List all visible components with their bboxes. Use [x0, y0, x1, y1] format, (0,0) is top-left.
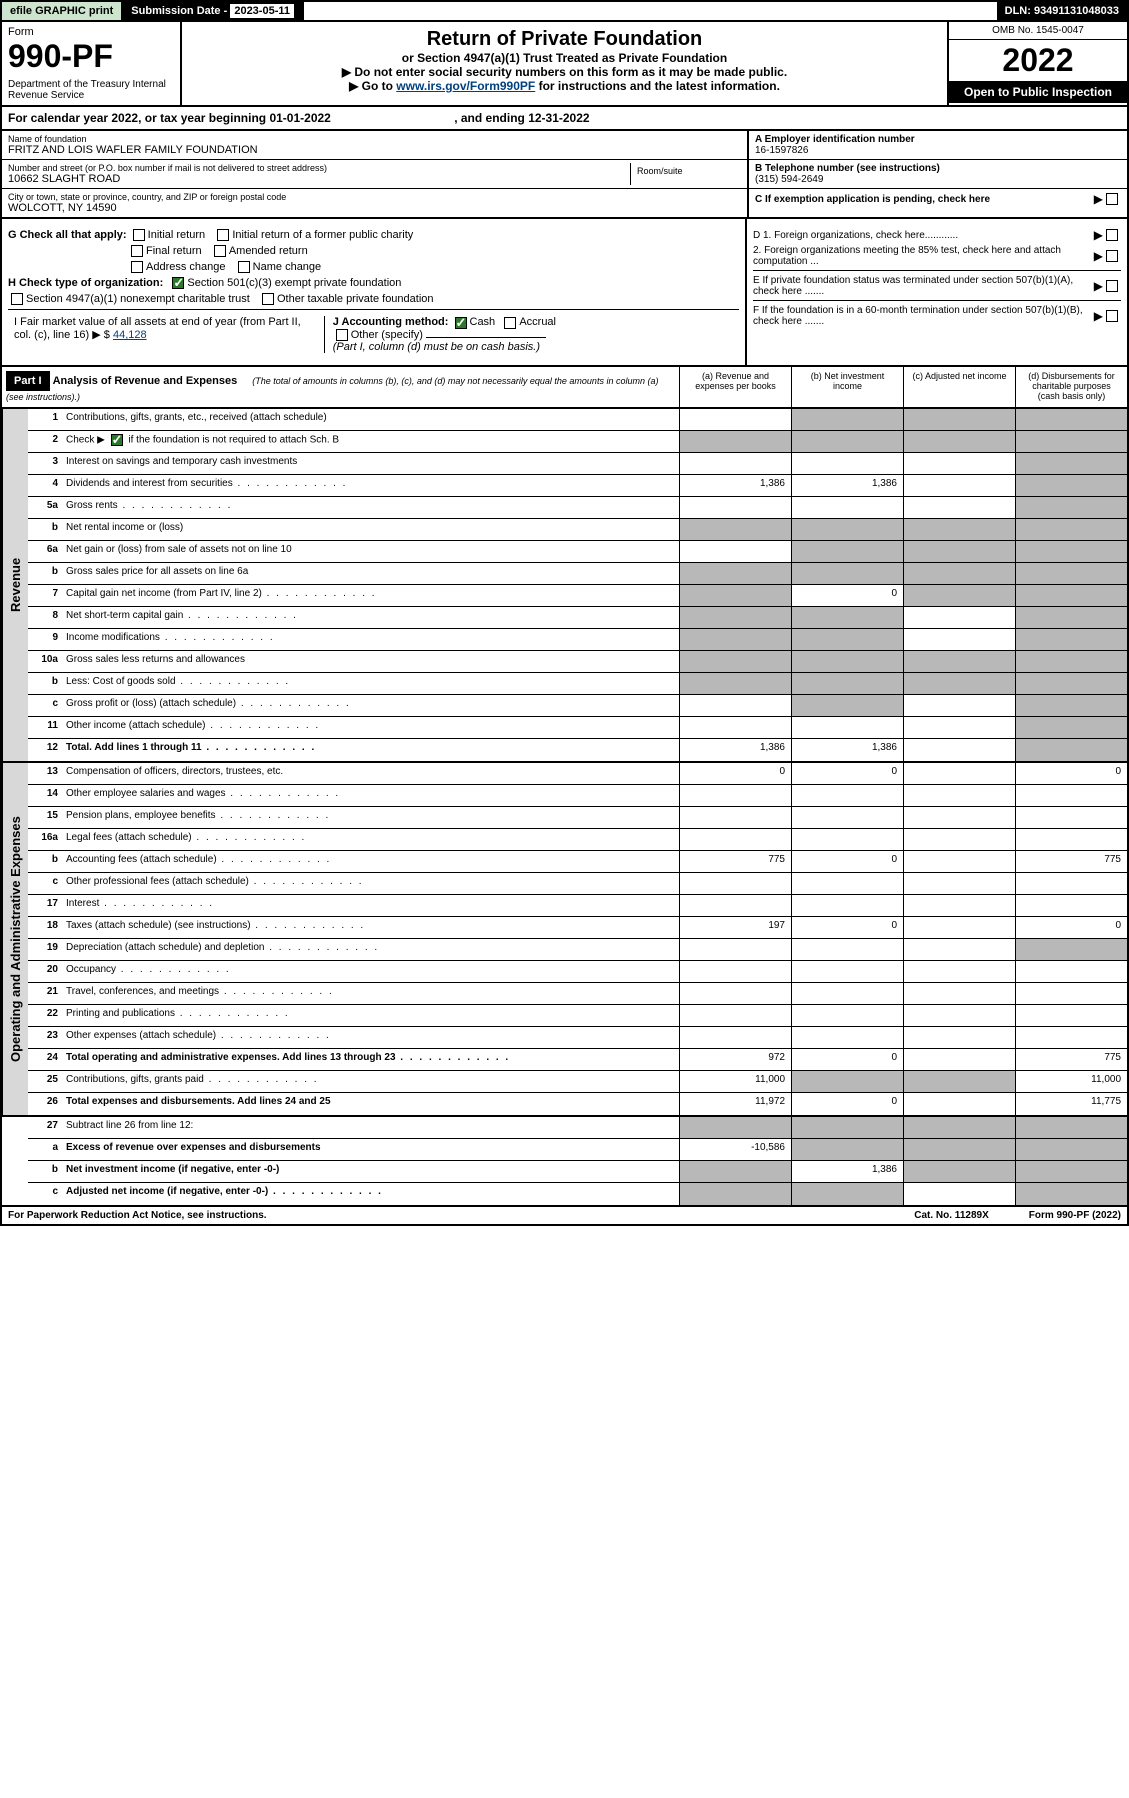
irs-link[interactable]: www.irs.gov/Form990PF [396, 79, 535, 93]
name-change-checkbox[interactable] [238, 261, 250, 273]
initial-former-checkbox[interactable] [217, 229, 229, 241]
top-bar: efile GRAPHIC print Submission Date - 20… [0, 0, 1129, 22]
initial-return-checkbox[interactable] [133, 229, 145, 241]
cash-checkbox[interactable] [455, 317, 467, 329]
501c3-checkbox[interactable] [172, 277, 184, 289]
tax-year: 2022 [949, 40, 1127, 81]
submission-date-label: Submission Date - 2023-05-11 [123, 2, 304, 20]
line27-block: 27Subtract line 26 from line 12: aExcess… [0, 1117, 1129, 1207]
revenue-table: Revenue 1Contributions, gifts, grants, e… [0, 409, 1129, 763]
foreign-85-checkbox[interactable] [1106, 250, 1118, 262]
form-subtitle: or Section 4947(a)(1) Trust Treated as P… [188, 51, 941, 65]
schb-checkbox[interactable] [111, 434, 123, 446]
form-note-1: ▶ Do not enter social security numbers o… [188, 65, 941, 79]
telephone-label: B Telephone number (see instructions) [755, 163, 1121, 174]
address-change-checkbox[interactable] [131, 261, 143, 273]
city-label: City or town, state or province, country… [8, 192, 741, 202]
telephone-value: (315) 594-2649 [755, 174, 1121, 185]
foundation-name-label: Name of foundation [8, 134, 741, 144]
expenses-table: Operating and Administrative Expenses 13… [0, 763, 1129, 1117]
entity-info: Name of foundation FRITZ AND LOIS WAFLER… [0, 131, 1129, 219]
exemption-checkbox[interactable] [1106, 193, 1118, 205]
ein-label: A Employer identification number [755, 134, 1121, 145]
form-header: Form 990-PF Department of the Treasury I… [0, 22, 1129, 107]
form-number: 990-PF [8, 38, 174, 75]
page-footer: For Paperwork Reduction Act Notice, see … [0, 1207, 1129, 1226]
dln-label: DLN: 93491131048033 [997, 2, 1127, 20]
address: 10662 SLAGHT ROAD [8, 173, 630, 185]
check-section: G Check all that apply: Initial return I… [0, 219, 1129, 367]
form-label: Form [8, 26, 174, 38]
ein-value: 16-1597826 [755, 145, 1121, 156]
room-suite-label: Room/suite [631, 163, 741, 185]
60month-checkbox[interactable] [1106, 310, 1118, 322]
efile-print-button[interactable]: efile GRAPHIC print [2, 2, 123, 20]
part1-label: Part I [6, 371, 50, 391]
other-method-checkbox[interactable] [336, 329, 348, 341]
revenue-side-label: Revenue [2, 409, 28, 761]
calendar-year-row: For calendar year 2022, or tax year begi… [0, 107, 1129, 131]
col-c-header: (c) Adjusted net income [903, 367, 1015, 407]
col-b-header: (b) Net investment income [791, 367, 903, 407]
foreign-org-checkbox[interactable] [1106, 229, 1118, 241]
omb-number: OMB No. 1545-0047 [949, 22, 1127, 40]
form-note-2: ▶ Go to www.irs.gov/Form990PF for instru… [188, 79, 941, 93]
foundation-name: FRITZ AND LOIS WAFLER FAMILY FOUNDATION [8, 144, 741, 156]
terminated-checkbox[interactable] [1106, 280, 1118, 292]
amended-return-checkbox[interactable] [214, 245, 226, 257]
department-label: Department of the Treasury Internal Reve… [8, 79, 174, 101]
open-to-public: Open to Public Inspection [949, 81, 1127, 103]
final-return-checkbox[interactable] [131, 245, 143, 257]
city: WOLCOTT, NY 14590 [8, 202, 741, 214]
col-d-header: (d) Disbursements for charitable purpose… [1015, 367, 1127, 407]
form-title: Return of Private Foundation [188, 28, 941, 51]
col-a-header: (a) Revenue and expenses per books [679, 367, 791, 407]
other-taxable-checkbox[interactable] [262, 293, 274, 305]
part1-header-row: Part I Analysis of Revenue and Expenses … [0, 367, 1129, 409]
4947a1-checkbox[interactable] [11, 293, 23, 305]
accrual-checkbox[interactable] [504, 317, 516, 329]
expenses-side-label: Operating and Administrative Expenses [2, 763, 28, 1115]
exemption-pending-label: C If exemption application is pending, c… [755, 194, 1094, 205]
fmv-value: 44,128 [113, 329, 147, 341]
address-label: Number and street (or P.O. box number if… [8, 163, 630, 173]
